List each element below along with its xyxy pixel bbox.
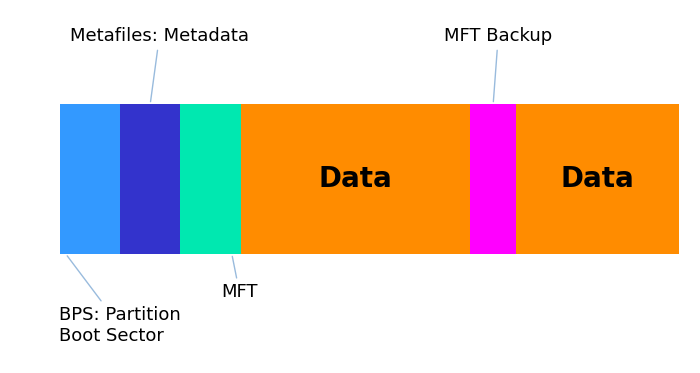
- Text: Data: Data: [318, 165, 393, 193]
- Text: MFT: MFT: [221, 256, 258, 301]
- FancyBboxPatch shape: [516, 104, 679, 254]
- FancyBboxPatch shape: [470, 104, 516, 254]
- FancyBboxPatch shape: [181, 104, 241, 254]
- Text: MFT Backup: MFT Backup: [444, 27, 552, 102]
- Text: BPS: Partition
Boot Sector: BPS: Partition Boot Sector: [59, 256, 181, 345]
- Text: Data: Data: [561, 165, 634, 193]
- FancyBboxPatch shape: [120, 104, 181, 254]
- FancyBboxPatch shape: [241, 104, 470, 254]
- FancyBboxPatch shape: [60, 104, 120, 254]
- Text: Metafiles: Metadata: Metafiles: Metadata: [70, 27, 249, 102]
